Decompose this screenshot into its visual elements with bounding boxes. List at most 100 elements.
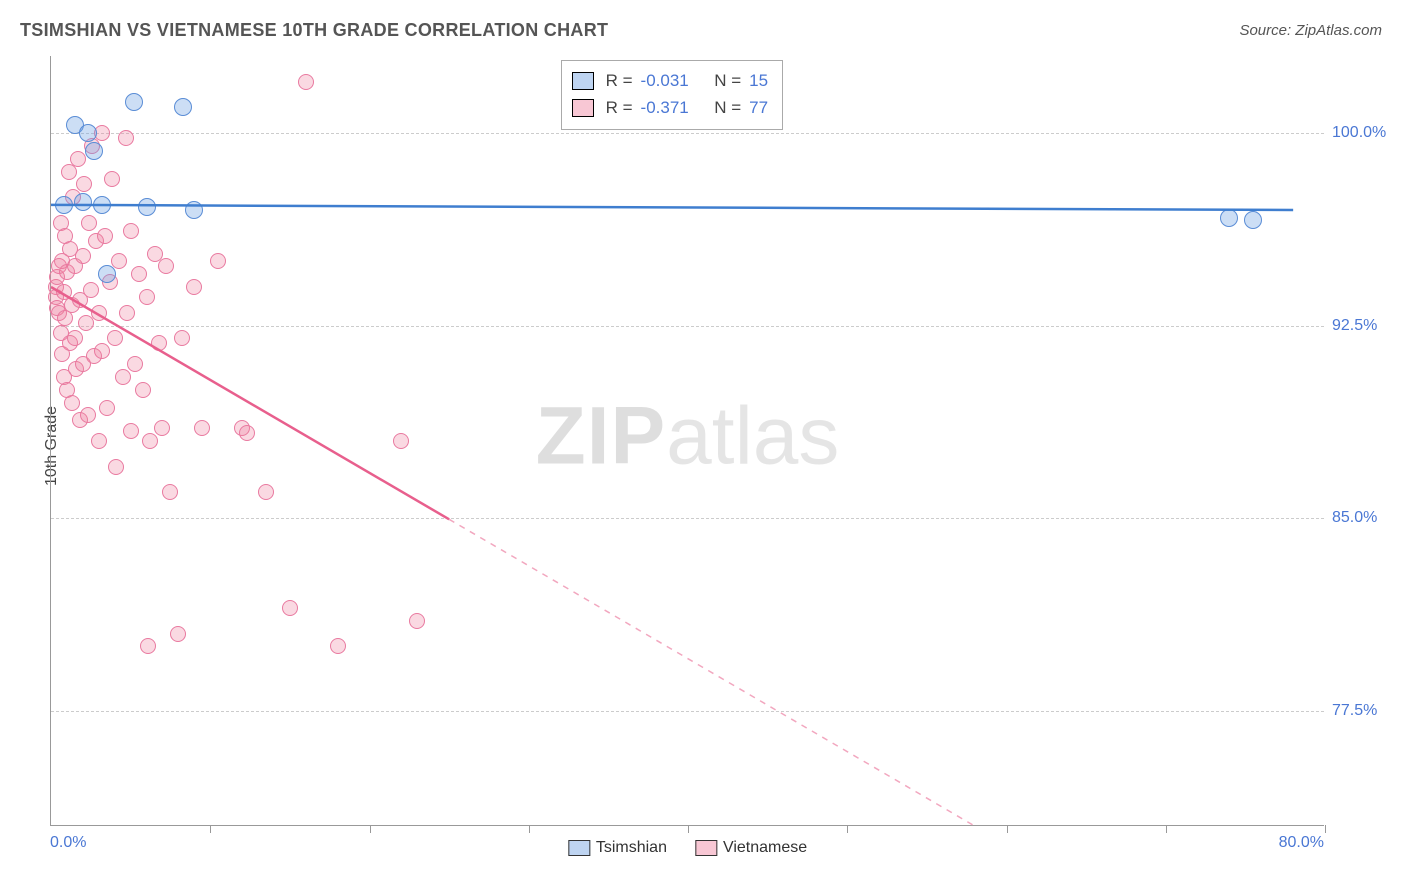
r-label: R =: [606, 94, 633, 121]
data-point: [119, 305, 135, 321]
legend-swatch: [568, 840, 590, 856]
data-point: [75, 248, 91, 264]
data-point: [154, 420, 170, 436]
watermark-light: atlas: [666, 390, 839, 481]
data-point: [83, 282, 99, 298]
legend-swatch: [572, 72, 594, 90]
data-point: [239, 425, 255, 441]
data-point: [91, 305, 107, 321]
r-value: -0.031: [641, 67, 689, 94]
data-point: [140, 638, 156, 654]
data-point: [409, 613, 425, 629]
y-tick-label: 100.0%: [1332, 124, 1386, 142]
stats-legend-box: R = -0.031 N = 15 R = -0.371 N = 77: [561, 60, 783, 130]
data-point: [99, 400, 115, 416]
gridline-h: [51, 711, 1324, 712]
plot-container: ZIPatlas R =-0.031 N =15R =-0.371 N =77 …: [50, 56, 1386, 826]
data-point: [298, 74, 314, 90]
data-point: [194, 420, 210, 436]
data-point: [393, 433, 409, 449]
data-point: [111, 253, 127, 269]
x-tick: [210, 825, 211, 833]
plot-area: ZIPatlas R =-0.031 N =15R =-0.371 N =77 …: [50, 56, 1324, 826]
data-point: [185, 201, 203, 219]
data-point: [139, 289, 155, 305]
data-point: [330, 638, 346, 654]
data-point: [108, 459, 124, 475]
data-point: [64, 395, 80, 411]
series-legend: Tsimshian Vietnamese: [568, 839, 807, 857]
data-point: [131, 266, 147, 282]
data-point: [104, 171, 120, 187]
data-point: [158, 258, 174, 274]
stats-row: R = -0.031 N = 15: [572, 67, 768, 94]
legend-label: Tsimshian: [596, 839, 667, 856]
data-point: [258, 484, 274, 500]
data-point: [125, 93, 143, 111]
y-tick-label: 77.5%: [1332, 702, 1377, 720]
data-point: [170, 626, 186, 642]
data-point: [74, 193, 92, 211]
data-point: [151, 335, 167, 351]
stats-row: R = -0.371 N = 77: [572, 94, 768, 121]
data-point: [79, 124, 97, 142]
data-point: [135, 382, 151, 398]
x-tick: [1325, 825, 1326, 833]
data-point: [70, 151, 86, 167]
r-value: -0.371: [641, 94, 689, 121]
data-point: [76, 176, 92, 192]
legend-label: Vietnamese: [723, 839, 807, 856]
data-point: [80, 407, 96, 423]
gridline-h: [51, 326, 1324, 327]
watermark: ZIPatlas: [536, 389, 840, 483]
x-tick: [1166, 825, 1167, 833]
legend-item: Tsimshian: [568, 839, 667, 857]
x-tick-label: 80.0%: [1279, 834, 1324, 852]
n-value: 15: [749, 67, 768, 94]
data-point: [85, 142, 103, 160]
source-label: Source: ZipAtlas.com: [1239, 22, 1382, 39]
data-point: [282, 600, 298, 616]
r-label: R =: [606, 67, 633, 94]
x-tick: [688, 825, 689, 833]
data-point: [162, 484, 178, 500]
data-point: [1244, 211, 1262, 229]
data-point: [67, 330, 83, 346]
legend-swatch: [695, 840, 717, 856]
watermark-bold: ZIP: [536, 390, 667, 481]
data-point: [55, 196, 73, 214]
data-point: [123, 223, 139, 239]
n-label: N =: [714, 94, 741, 121]
x-tick: [370, 825, 371, 833]
data-point: [93, 196, 111, 214]
x-tick: [529, 825, 530, 833]
y-tick-label: 92.5%: [1332, 317, 1377, 335]
data-point: [1220, 209, 1238, 227]
data-point: [174, 330, 190, 346]
chart-title: TSIMSHIAN VS VIETNAMESE 10TH GRADE CORRE…: [20, 20, 608, 41]
data-point: [186, 279, 202, 295]
data-point: [97, 228, 113, 244]
x-tick-label: 0.0%: [50, 834, 86, 852]
legend-swatch: [572, 99, 594, 117]
data-point: [81, 215, 97, 231]
data-point: [142, 433, 158, 449]
data-point: [174, 98, 192, 116]
data-point: [118, 130, 134, 146]
n-value: 77: [749, 94, 768, 121]
x-tick: [1007, 825, 1008, 833]
legend-item: Vietnamese: [695, 839, 807, 857]
data-point: [94, 343, 110, 359]
data-point: [107, 330, 123, 346]
data-point: [210, 253, 226, 269]
n-label: N =: [714, 67, 741, 94]
data-point: [115, 369, 131, 385]
gridline-h: [51, 518, 1324, 519]
data-point: [91, 433, 107, 449]
data-point: [127, 356, 143, 372]
y-tick-label: 85.0%: [1332, 509, 1377, 527]
data-point: [123, 423, 139, 439]
data-point: [138, 198, 156, 216]
gridline-h: [51, 133, 1324, 134]
x-tick: [847, 825, 848, 833]
